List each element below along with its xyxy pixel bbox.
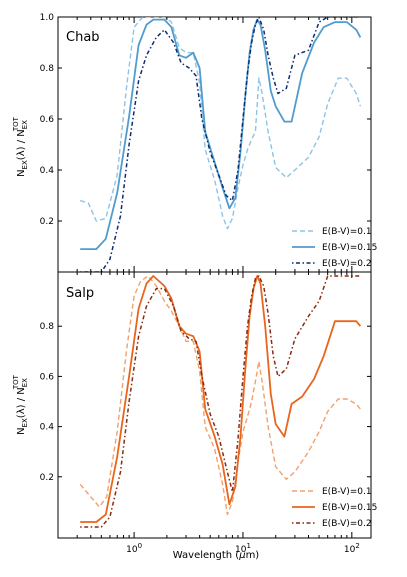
y-tick-label: 0.6 — [40, 372, 55, 382]
panel-salp: Salp 0.20.40.60.8 100 101 102 E(B-V)=0.1E(… — [40, 271, 377, 555]
y-tick-label: 0.6 — [40, 115, 55, 125]
y-axis-label-bottom: NEX(λ) / NEXTOT — [12, 374, 29, 435]
legend-label-1: E(B-V)=0.15 — [322, 243, 377, 253]
y-tick-label: 0.4 — [40, 423, 55, 433]
series-line-0-1 — [80, 18, 362, 250]
plot-frame-bottom — [57, 271, 372, 539]
x-ticks-bottom: 100 101 102 — [57, 272, 360, 555]
y-tick-label: 0.2 — [40, 473, 54, 483]
y-axis-label-top: NEX(λ) / NEXTOT — [12, 116, 29, 177]
y-tick-label: 0.8 — [40, 322, 55, 332]
legend-bottom: E(B-V)=0.1 E(B-V)=0.15 E(B-V)=0.2 — [292, 487, 377, 529]
panel-label-chab: Chab — [66, 30, 100, 45]
series-line-0-2 — [80, 17, 361, 272]
series-line-1-0 — [79, 275, 361, 516]
y-tick-label: 0.8 — [40, 64, 55, 74]
panel-label-salp: Salp — [66, 286, 94, 301]
panel-chab: Chab 0.20.40.60.81.0 E(B-V)=0.1E(B-V)=0.… — [40, 13, 377, 273]
y-ticks-bottom: 0.2 0.4 0.6 0.8 — [40, 322, 371, 483]
x-axis-label: Wavelength (μm) — [173, 550, 260, 561]
legend-label-2: E(B-V)=0.2 — [322, 259, 372, 269]
series-line-0-0 — [79, 17, 362, 230]
y-tick-label: 0.4 — [40, 166, 55, 176]
series-line-1-2 — [80, 275, 361, 528]
legend-label-0: E(B-V)=0.1 — [322, 487, 372, 497]
x-tick-label: 102 — [344, 542, 360, 555]
y-tick-label: 0.2 — [40, 217, 54, 227]
series-group-top — [79, 17, 362, 272]
series-line-1-1 — [80, 275, 362, 523]
series-group-bottom — [79, 275, 362, 528]
legend-top: E(B-V)=0.1 E(B-V)=0.15 E(B-V)=0.2 — [292, 227, 377, 269]
legend-label-0: E(B-V)=0.1 — [322, 227, 372, 237]
y-tick-label: 1.0 — [40, 13, 55, 23]
x-tick-label: 100 — [126, 542, 142, 555]
legend-label-1: E(B-V)=0.15 — [322, 503, 377, 513]
y-ticks-top: 0.2 0.4 0.6 0.8 1.0 — [40, 13, 371, 227]
legend-label-2: E(B-V)=0.2 — [322, 519, 372, 529]
x-tick-label: 101 — [235, 542, 251, 555]
